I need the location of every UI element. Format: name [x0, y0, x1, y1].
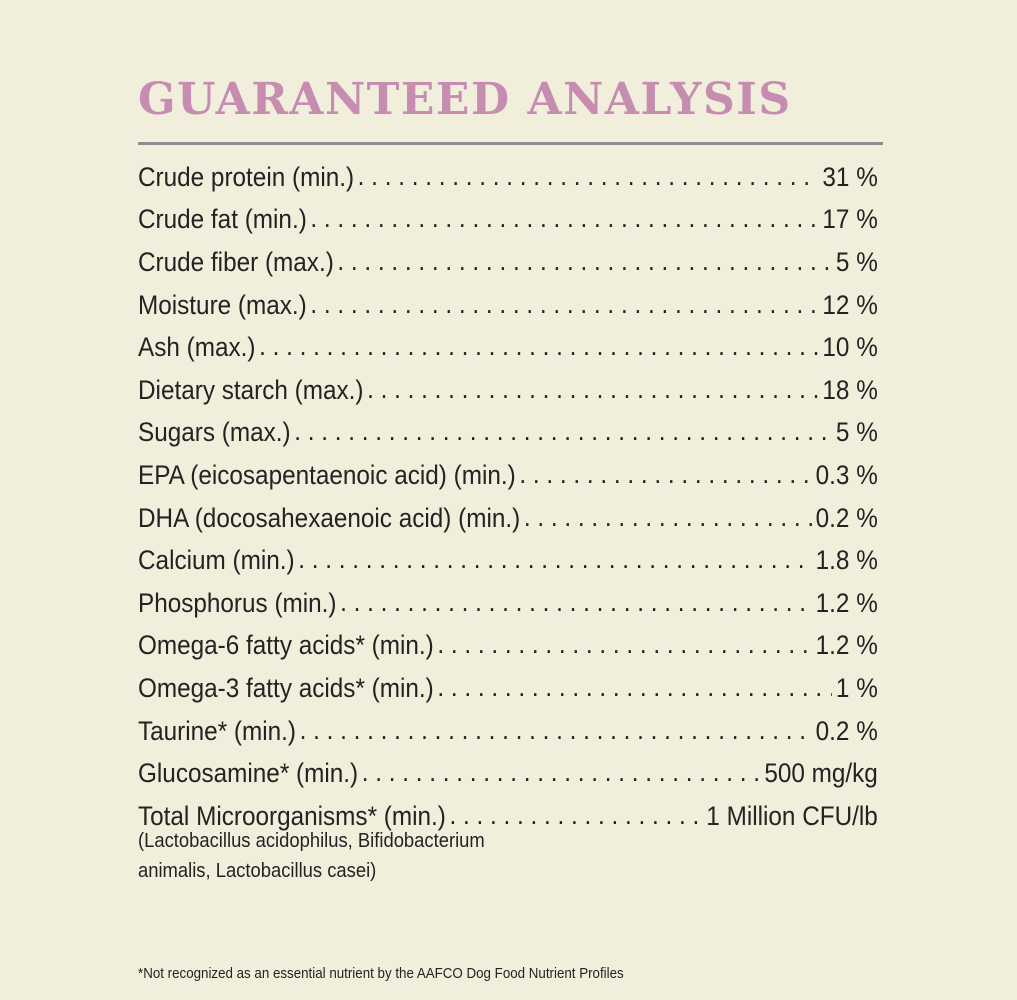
analysis-row: Phosphorus (min.) 1.2 %	[138, 582, 878, 625]
analysis-row: Omega-3 fatty acids* (min.) 1 %	[138, 667, 878, 710]
nutrient-label: Calcium (min.)	[138, 545, 295, 576]
title-divider	[138, 142, 883, 145]
dot-leader	[294, 416, 832, 447]
nutrient-value: 5 %	[835, 417, 878, 448]
dot-leader	[524, 502, 812, 533]
analysis-row: Ash (max.) 10 %	[138, 326, 878, 369]
analysis-row: Total Microorganisms* (min.) 1 Million CF…	[138, 795, 878, 838]
analysis-row: Sugars (max.) 5 %	[138, 412, 878, 455]
footnote: *Not recognized as an essential nutrient…	[138, 966, 624, 982]
dot-leader	[367, 374, 819, 405]
nutrient-label: Glucosamine* (min.)	[138, 758, 359, 789]
dot-leader	[437, 672, 832, 703]
nutrient-label: Ash (max.)	[138, 332, 256, 363]
nutrient-value: 1.8 %	[815, 545, 878, 576]
nutrient-label: Crude fat (min.)	[138, 204, 307, 235]
nutrient-label: DHA (docosahexaenoic acid) (min.)	[138, 502, 521, 533]
nutrient-value: 0.3 %	[815, 459, 878, 490]
analysis-row: DHA (docosahexaenoic acid) (min.) 0.2 %	[138, 497, 878, 540]
analysis-row: Taurine* (min.) 0.2 %	[138, 710, 878, 753]
dot-leader	[310, 289, 818, 320]
nutrient-value: 0.2 %	[815, 715, 878, 746]
analysis-row: Omega-6 fatty acids* (min.) 1.2 %	[138, 625, 878, 668]
analysis-row: Glucosamine* (min.) 500 mg/kg	[138, 752, 878, 795]
microorganisms-note: (Lactobacillus acidophilus, Bifidobacter…	[138, 830, 485, 882]
analysis-row: Calcium (min.) 1.8 %	[138, 539, 878, 582]
dot-leader	[337, 246, 832, 277]
dot-leader	[362, 757, 761, 788]
nutrient-value: 1.2 %	[815, 630, 878, 661]
nutrient-value: 1 Million CFU/lb	[706, 800, 878, 831]
nutrient-label: Taurine* (min.)	[138, 715, 297, 746]
nutrient-label: Omega-3 fatty acids* (min.)	[138, 672, 434, 703]
nutrient-value: 1.2 %	[815, 587, 878, 618]
nutrient-value: 1 %	[835, 672, 878, 703]
analysis-row: EPA (eicosapentaenoic acid) (min.) 0.3 %	[138, 454, 878, 497]
dot-leader	[437, 629, 812, 660]
dot-leader	[340, 587, 812, 618]
analysis-row: Crude fat (min.) 17 %	[138, 199, 878, 242]
nutrient-value: 12 %	[822, 289, 878, 320]
nutrient-value: 18 %	[822, 374, 878, 405]
dot-leader	[259, 331, 819, 362]
nutrient-label: Crude fiber (max.)	[138, 246, 334, 277]
nutrient-label: Total Microorganisms* (min.)	[138, 800, 446, 831]
nutrient-label: Omega-6 fatty acids* (min.)	[138, 630, 434, 661]
nutrient-label: Crude protein (min.)	[138, 161, 355, 192]
dot-leader	[298, 544, 812, 575]
analysis-row: Crude fiber (max.) 5 %	[138, 241, 878, 284]
nutrient-label: Dietary starch (max.)	[138, 374, 364, 405]
nutrient-label: Moisture (max.)	[138, 289, 307, 320]
analysis-row: Moisture (max.) 12 %	[138, 284, 878, 327]
nutrient-value: 5 %	[835, 246, 878, 277]
analysis-table: Crude protein (min.) 31 % Crude fat (min.)…	[138, 156, 878, 838]
nutrient-label: EPA (eicosapentaenoic acid) (min.)	[138, 459, 516, 490]
nutrient-label: Sugars (max.)	[138, 417, 291, 448]
nutrient-value: 31 %	[822, 161, 878, 192]
page-title: GUARANTEED ANALYSIS	[138, 74, 792, 125]
nutrient-value: 10 %	[822, 332, 878, 363]
dot-leader	[310, 203, 818, 234]
nutrient-value: 0.2 %	[815, 502, 878, 533]
nutrient-value: 17 %	[822, 204, 878, 235]
nutrient-label: Phosphorus (min.)	[138, 587, 337, 618]
analysis-row: Dietary starch (max.) 18 %	[138, 369, 878, 412]
dot-leader	[300, 715, 812, 746]
analysis-row: Crude protein (min.) 31 %	[138, 156, 878, 199]
dot-leader	[519, 459, 812, 490]
nutrient-value: 500 mg/kg	[764, 758, 878, 789]
dot-leader	[358, 161, 819, 192]
